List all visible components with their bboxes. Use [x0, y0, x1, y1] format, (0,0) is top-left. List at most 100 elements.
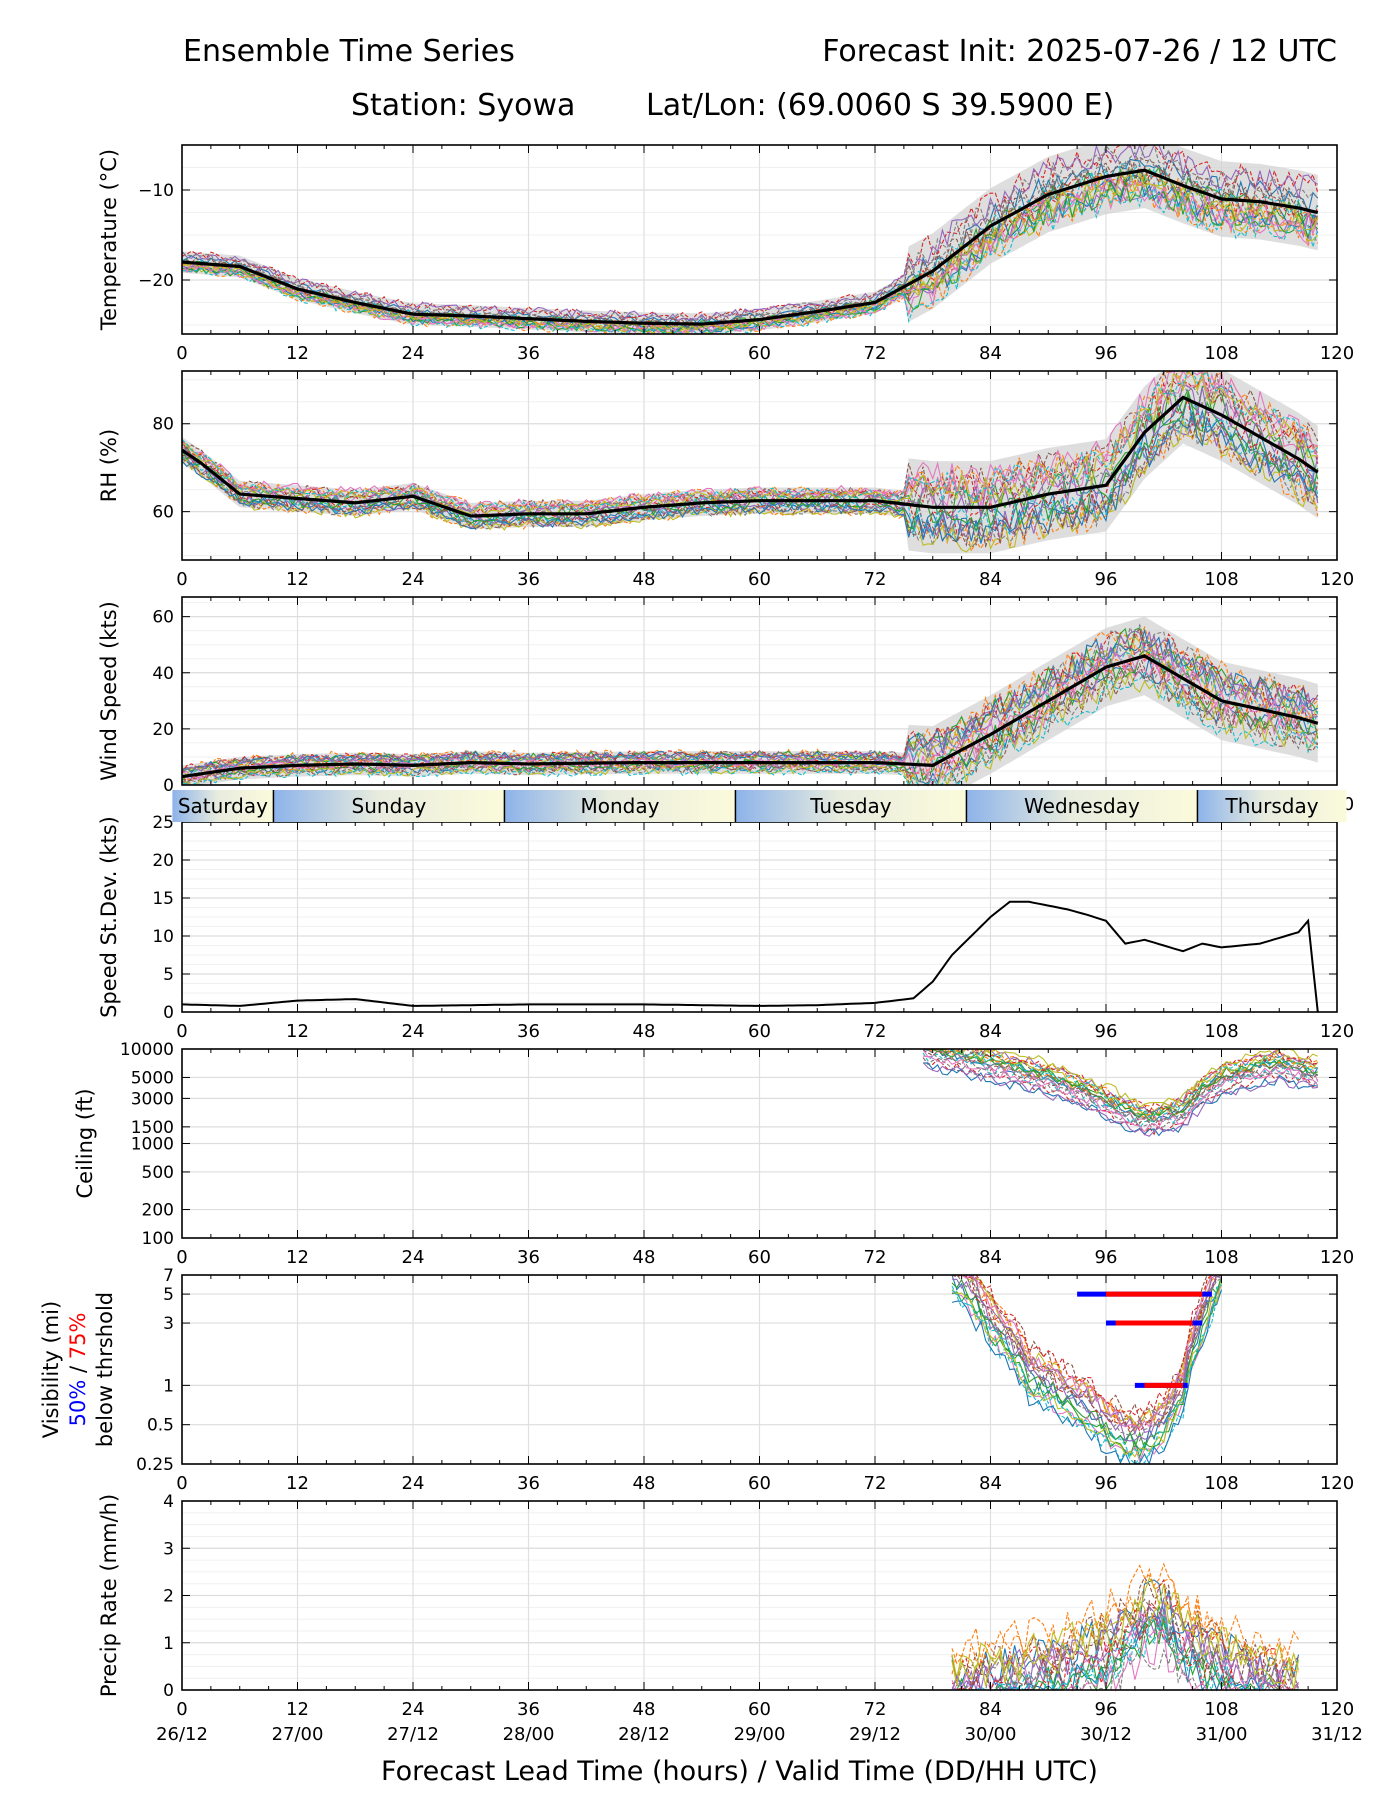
y-tick-label: 20	[152, 720, 174, 740]
panel-0	[181, 143, 1338, 335]
latlon-label: Lat/Lon: (69.0060 S 39.5900 E)	[646, 88, 1115, 123]
x-tick-label: 72	[864, 1473, 887, 1494]
panel-2	[181, 596, 1338, 787]
x-tick-label: 84	[979, 343, 1002, 364]
y-tick-label: 1	[163, 1634, 174, 1654]
member-line	[923, 1048, 1319, 1108]
member-line	[922, 1062, 1318, 1137]
y-tick-label: 15	[152, 889, 174, 909]
member-line	[922, 1048, 1318, 1124]
member-line	[952, 1604, 1299, 1691]
y-tick-label: 20	[152, 851, 174, 871]
x-tick-label: 12	[286, 1473, 309, 1494]
day-cell	[966, 790, 1198, 822]
member-line	[951, 1274, 1223, 1451]
y-axis-label: Speed St.Dev. (kts)	[97, 816, 121, 1018]
y-tick-label: 3	[163, 1314, 174, 1334]
member-line	[181, 370, 1319, 513]
x-tick-label: 36	[517, 1021, 540, 1042]
valid-time-label: 27/12	[387, 1724, 439, 1745]
y-tick-label: 1500	[131, 1118, 174, 1138]
y-tick-label: 5	[163, 1285, 174, 1305]
member-line	[181, 414, 1319, 549]
y-tick-label: 60	[152, 503, 174, 523]
member-line	[181, 670, 1319, 787]
member-line	[951, 1576, 1299, 1687]
member-line	[181, 374, 1319, 516]
y-tick-label: 10	[152, 927, 174, 947]
x-tick-label: 120	[1320, 1247, 1354, 1268]
member-line	[951, 1281, 1223, 1458]
x-axis-label: Forecast Lead Time (hours) / Valid Time …	[381, 1756, 1098, 1787]
member-line	[181, 625, 1319, 771]
member-line	[181, 628, 1319, 774]
y-tick-label: 5000	[131, 1068, 174, 1088]
x-tick-label: 120	[1320, 1021, 1354, 1042]
member-line	[181, 369, 1319, 512]
x-tick-label: 24	[402, 343, 425, 364]
valid-time-label: 29/12	[849, 1724, 901, 1745]
x-tick-label: 96	[1095, 1021, 1118, 1042]
y-axis-label: Wind Speed (kts)	[97, 601, 121, 781]
member-line	[923, 1048, 1318, 1117]
x-tick-label: 36	[517, 569, 540, 590]
x-tick-label: 48	[633, 1473, 656, 1494]
panel-4	[181, 1048, 1338, 1239]
x-tick-label: 12	[286, 1021, 309, 1042]
y-tick-label: 0.5	[147, 1416, 174, 1436]
member-line	[951, 1576, 1300, 1678]
x-tick-label: 0	[176, 1699, 187, 1720]
x-tick-label: 36	[517, 1699, 540, 1720]
member-line	[181, 177, 1319, 335]
member-line	[951, 1274, 1222, 1432]
x-tick-label: 72	[864, 1247, 887, 1268]
x-tick-label: 36	[517, 343, 540, 364]
y-axis-label: Ceiling (ft)	[73, 1088, 97, 1198]
x-tick-label: 60	[748, 1473, 771, 1494]
x-tick-label: 0	[176, 343, 187, 364]
day-label: Sunday	[352, 794, 427, 818]
station-label: Station: Syowa	[351, 88, 576, 123]
member-line	[181, 623, 1319, 771]
x-tick-label: 108	[1204, 1021, 1238, 1042]
x-tick-label: 36	[517, 1247, 540, 1268]
member-line	[181, 649, 1319, 782]
y-axis-label: Precip Rate (mm/h)	[97, 1494, 121, 1697]
y-tick-label: 500	[142, 1163, 174, 1183]
y-tick-label: −10	[138, 181, 174, 201]
x-tick-label: 0	[176, 569, 187, 590]
day-cell	[1197, 790, 1347, 822]
y-tick-label: 7	[163, 1266, 174, 1286]
member-line	[181, 186, 1319, 335]
x-tick-label: 96	[1095, 1247, 1118, 1268]
y-tick-label: 1	[163, 1376, 174, 1396]
x-tick-label: 72	[864, 1021, 887, 1042]
member-line	[181, 176, 1319, 334]
member-line	[182, 662, 1319, 786]
day-label: Wednesday	[1024, 794, 1140, 818]
day-label: Tuesday	[809, 794, 892, 818]
member-line	[181, 384, 1319, 520]
x-tick-label: 12	[286, 1247, 309, 1268]
member-line	[181, 156, 1319, 326]
day-label: Saturday	[178, 794, 268, 818]
y-tick-label: 0	[163, 1681, 174, 1701]
x-tick-label: 108	[1204, 1247, 1238, 1268]
member-line	[181, 159, 1319, 329]
valid-time-label: 30/00	[965, 1724, 1017, 1745]
x-tick-label: 12	[286, 569, 309, 590]
x-tick-label: 0	[176, 1247, 187, 1268]
x-tick-label: 108	[1204, 1699, 1238, 1720]
y-tick-label: 0	[163, 1003, 174, 1023]
member-line	[181, 415, 1319, 542]
x-tick-label: 108	[1204, 1473, 1238, 1494]
valid-time-label: 31/00	[1196, 1724, 1248, 1745]
x-tick-label: 84	[979, 569, 1002, 590]
member-line	[181, 411, 1319, 544]
panel-1	[181, 369, 1338, 561]
x-tick-label: 120	[1320, 569, 1354, 590]
x-tick-label: 24	[402, 1699, 425, 1720]
x-tick-label: 36	[517, 1473, 540, 1494]
member-line	[951, 1275, 1222, 1442]
day-label: Monday	[580, 794, 659, 818]
